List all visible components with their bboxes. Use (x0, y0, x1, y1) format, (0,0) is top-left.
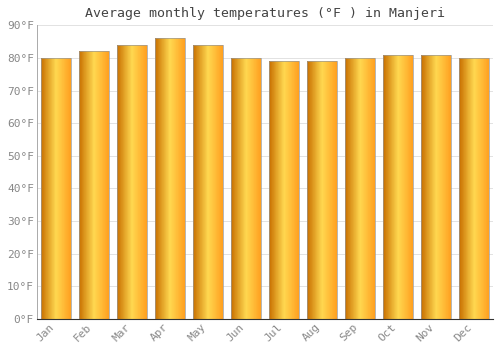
Bar (345, 58, 375, 319)
Bar (269, 61, 298, 319)
Bar (383, 55, 413, 319)
Bar (117, 45, 146, 319)
Bar (193, 45, 222, 319)
Bar (307, 61, 337, 319)
Bar (79, 51, 108, 319)
Bar (155, 38, 184, 319)
Bar (41, 58, 70, 319)
Bar (421, 55, 451, 319)
Bar (231, 58, 260, 319)
Bar (459, 58, 489, 319)
Title: Average monthly temperatures (°F ) in Manjeri: Average monthly temperatures (°F ) in Ma… (85, 7, 445, 20)
